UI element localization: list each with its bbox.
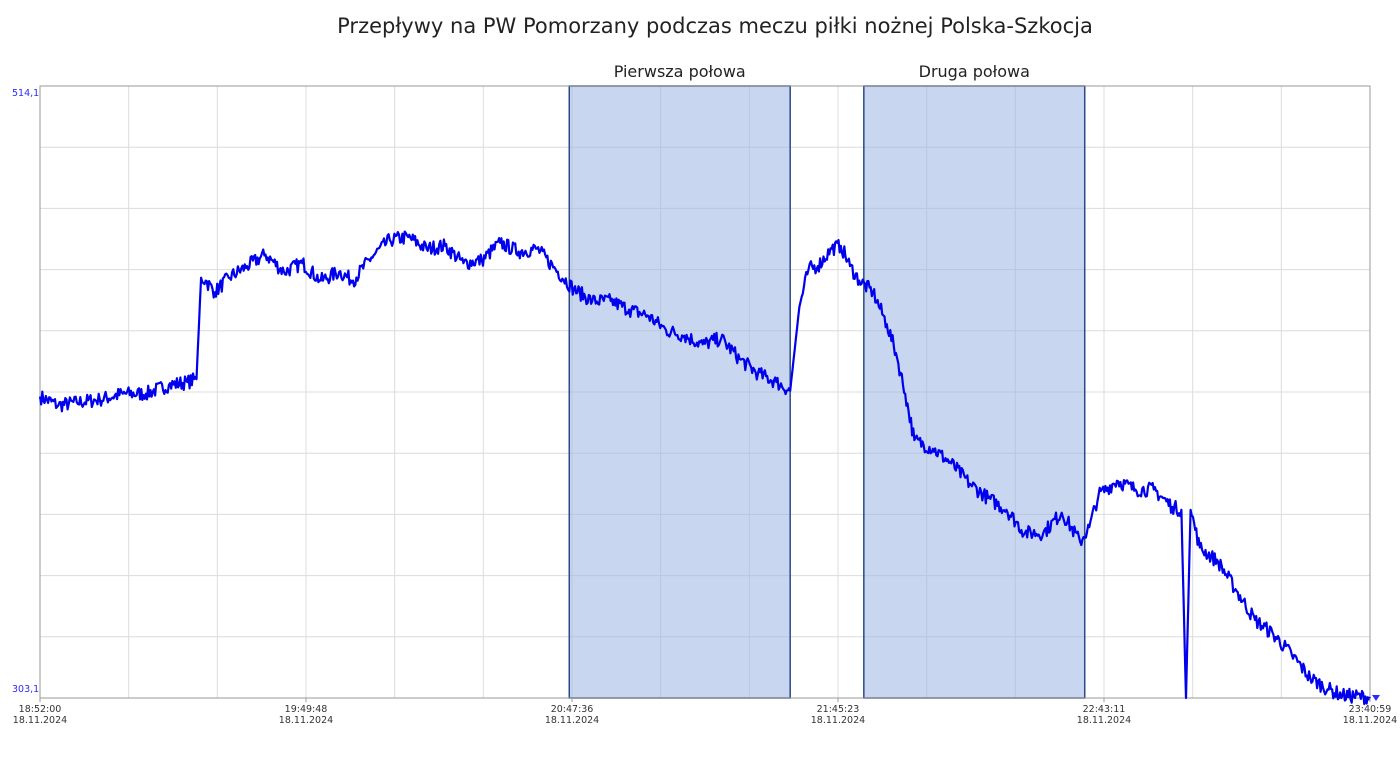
- axis-end-arrow: [1372, 695, 1380, 701]
- highlight-band-label-1: Pierwsza połowa: [614, 62, 746, 81]
- x-tick-label-date: 18.11.2024: [13, 715, 67, 726]
- y-min-label: 303,1: [12, 684, 39, 695]
- chart-title: Przepływy na PW Pomorzany podczas meczu …: [337, 14, 1093, 38]
- x-axis: 18:52:0018.11.202419:49:4818.11.202420:4…: [13, 698, 1397, 726]
- highlight-band-label-2: Druga połowa: [919, 62, 1030, 81]
- x-tick-label-time: 20:47:36: [551, 704, 594, 715]
- series-line-1: [38, 230, 1372, 706]
- plot-frame: [39, 85, 1371, 699]
- x-tick-label-time: 23:40:59: [1349, 704, 1392, 715]
- x-tick-label-date: 18.11.2024: [1343, 715, 1397, 726]
- x-tick-label-time: 19:49:48: [285, 704, 328, 715]
- x-tick-label-date: 18.11.2024: [1077, 715, 1131, 726]
- x-tick-label-date: 18.11.2024: [811, 715, 865, 726]
- highlight-bands: Pierwsza połowa Druga połowa: [568, 62, 1086, 699]
- x-tick-label-time: 22:43:11: [1083, 704, 1126, 715]
- highlight-band-1: [568, 85, 791, 699]
- x-tick-label-time: 18:52:00: [19, 704, 62, 715]
- highlight-band-2: [863, 85, 1086, 699]
- x-tick-label-date: 18.11.2024: [279, 715, 333, 726]
- y-axis: 514,1 303,1: [12, 88, 39, 695]
- y-max-label: 514,1: [12, 88, 39, 99]
- x-tick-label-time: 21:45:23: [817, 704, 860, 715]
- series-layer: [38, 230, 1372, 706]
- x-tick-label-date: 18.11.2024: [545, 715, 599, 726]
